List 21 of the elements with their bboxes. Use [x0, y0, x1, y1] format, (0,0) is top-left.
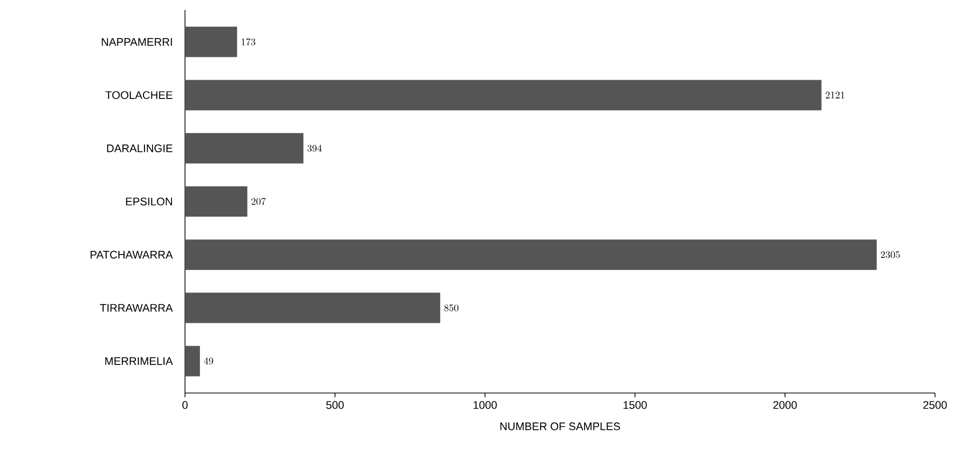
y-tick-label: NAPPAMERRI [102, 38, 172, 46]
y-tick-label: DARALINGIE [107, 144, 172, 152]
x-tick-label: 500 [326, 401, 344, 409]
data-label: 207 [251, 198, 266, 205]
x-tick-label: 0 [182, 401, 188, 409]
y-tick-label: EPSILON [126, 198, 172, 206]
data-label: 2305 [880, 251, 900, 258]
y-tick-label: TIRRAWARRA [100, 304, 173, 312]
data-label: 850 [444, 304, 458, 312]
x-tick-label: 2500 [923, 401, 947, 409]
data-label: 2121 [826, 92, 844, 98]
x-tick-label: 2000 [773, 401, 797, 409]
data-label: 49 [204, 358, 214, 365]
x-axis-title: NUMBER OF SAMPLES [500, 422, 620, 430]
data-label: 173 [242, 38, 256, 46]
y-tick-label: MERRIMELIA [105, 357, 173, 365]
y-tick-label: TOOLACHEE [105, 91, 172, 100]
data-label: 394 [307, 144, 322, 152]
y-tick-label: PATCHAWARRA [90, 250, 173, 259]
x-tick-label: 1000 [474, 401, 497, 409]
x-tick-label: 1500 [624, 401, 647, 409]
